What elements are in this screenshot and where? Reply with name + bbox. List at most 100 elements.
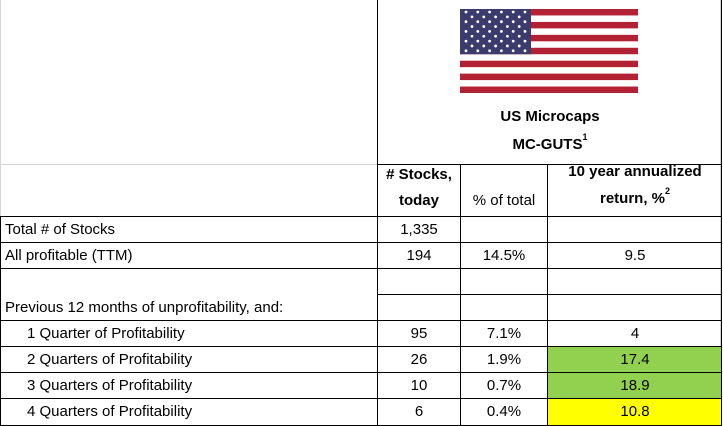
flag-star bbox=[500, 30, 503, 33]
flag-star bbox=[494, 34, 497, 38]
cell-stocks: 10 bbox=[410, 377, 428, 394]
row-label: Total # of Stocks bbox=[5, 221, 116, 238]
row-label: Previous 12 months of unprofitability, a… bbox=[5, 299, 284, 316]
border bbox=[0, 320, 722, 321]
cell-return: 4 bbox=[630, 325, 640, 342]
flag-star bbox=[476, 10, 480, 14]
flag-star bbox=[500, 20, 503, 24]
row-label: 3 Quarters of Profitability bbox=[27, 377, 193, 394]
row-label: 2 Quarters of Profitability bbox=[27, 351, 193, 368]
flag-star bbox=[511, 49, 515, 53]
cell-return bbox=[548, 269, 722, 295]
cell-return: 18.9 bbox=[620, 377, 650, 394]
border bbox=[377, 164, 722, 165]
border bbox=[0, 398, 722, 399]
cell-return: 10.8 bbox=[620, 403, 650, 420]
row-label: 4 Quarters of Profitability bbox=[27, 403, 193, 420]
flag-star bbox=[500, 39, 503, 43]
border bbox=[377, 0, 378, 426]
cell-return bbox=[548, 295, 722, 321]
flag-star bbox=[517, 25, 521, 28]
highlight-yellow bbox=[548, 399, 721, 425]
flag-star bbox=[506, 34, 509, 38]
flag-star bbox=[523, 39, 527, 43]
cell-stocks: 1,335 bbox=[400, 221, 438, 238]
highlight-green bbox=[548, 347, 721, 372]
cell-pct: 0.4% bbox=[486, 403, 522, 420]
cell-stocks: 6 bbox=[414, 403, 424, 420]
flag-star bbox=[506, 44, 509, 48]
flag-star bbox=[517, 15, 521, 19]
cell-pct: 0.7% bbox=[486, 377, 522, 394]
col-header-stocks: # Stocks, bbox=[386, 166, 452, 183]
col-header-pct: % of total bbox=[472, 192, 536, 209]
flag-star bbox=[476, 30, 480, 33]
flag-star bbox=[494, 15, 497, 19]
cell-pct: 14.5% bbox=[482, 247, 526, 264]
border bbox=[547, 164, 548, 426]
gridline bbox=[0, 0, 1, 426]
region-subtitle: MC-GUTS1 bbox=[512, 132, 588, 154]
cell-pct bbox=[461, 217, 547, 243]
flag-star bbox=[494, 44, 497, 48]
flag-star bbox=[517, 34, 521, 38]
flag-star bbox=[488, 20, 491, 24]
region-title: US Microcaps bbox=[500, 108, 600, 125]
cell-pct bbox=[461, 269, 547, 295]
cell-stocks bbox=[378, 295, 460, 321]
flag-star bbox=[476, 39, 480, 43]
cell-stocks: 26 bbox=[410, 351, 428, 368]
flag-star bbox=[470, 44, 474, 48]
flag-star bbox=[488, 10, 491, 14]
row-label: 1 Quarter of Profitability bbox=[27, 325, 185, 342]
row-label: All profitable (TTM) bbox=[5, 247, 133, 264]
flag-star bbox=[523, 49, 527, 53]
border bbox=[377, 294, 722, 295]
flag-star bbox=[506, 25, 509, 28]
cell-pct: 7.1% bbox=[486, 325, 522, 342]
flag-star bbox=[470, 15, 474, 19]
flag-star bbox=[523, 30, 527, 33]
flag-star bbox=[476, 49, 480, 53]
gridline bbox=[720, 0, 721, 426]
flag-star bbox=[500, 49, 503, 53]
flag-star bbox=[464, 20, 468, 24]
gridline bbox=[0, 164, 377, 165]
cell-return bbox=[548, 217, 722, 243]
flag-star bbox=[470, 34, 474, 38]
flag-star bbox=[511, 39, 515, 43]
flag-star bbox=[511, 30, 515, 33]
flag-star bbox=[511, 10, 515, 14]
flag-star bbox=[523, 10, 527, 14]
flag-star bbox=[482, 44, 486, 48]
flag-star bbox=[464, 49, 468, 53]
flag-star bbox=[511, 20, 515, 24]
border bbox=[0, 268, 722, 269]
col-header-return-2: return, %2 bbox=[599, 186, 671, 208]
flag-star bbox=[482, 15, 486, 19]
flag-star bbox=[464, 30, 468, 33]
cell-return: 17.4 bbox=[620, 351, 650, 368]
flag-star bbox=[488, 30, 491, 33]
col-header-return: 10 year annualized bbox=[568, 163, 702, 180]
cell-pct bbox=[461, 295, 547, 321]
us-flag-icon bbox=[460, 9, 638, 93]
border bbox=[460, 164, 461, 426]
flag-star bbox=[464, 39, 468, 43]
flag-star bbox=[476, 20, 480, 24]
flag-star bbox=[488, 39, 491, 43]
cell-stocks bbox=[378, 269, 460, 295]
flag-star bbox=[482, 34, 486, 38]
cell-stocks: 194 bbox=[406, 247, 432, 264]
flag-star bbox=[488, 49, 491, 53]
cell-pct: 1.9% bbox=[486, 351, 522, 368]
flag-star bbox=[494, 25, 497, 28]
border bbox=[721, 0, 722, 426]
border bbox=[0, 216, 722, 217]
flag-star bbox=[464, 10, 468, 14]
flag-star bbox=[523, 20, 527, 24]
border bbox=[0, 242, 722, 243]
flag-star bbox=[517, 44, 521, 48]
highlight-green bbox=[548, 373, 721, 398]
